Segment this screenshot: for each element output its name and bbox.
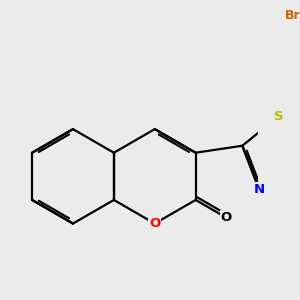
Text: O: O <box>221 211 232 224</box>
Text: S: S <box>274 110 284 122</box>
Text: O: O <box>149 217 160 230</box>
Text: Br: Br <box>285 9 300 22</box>
Text: N: N <box>254 183 265 196</box>
